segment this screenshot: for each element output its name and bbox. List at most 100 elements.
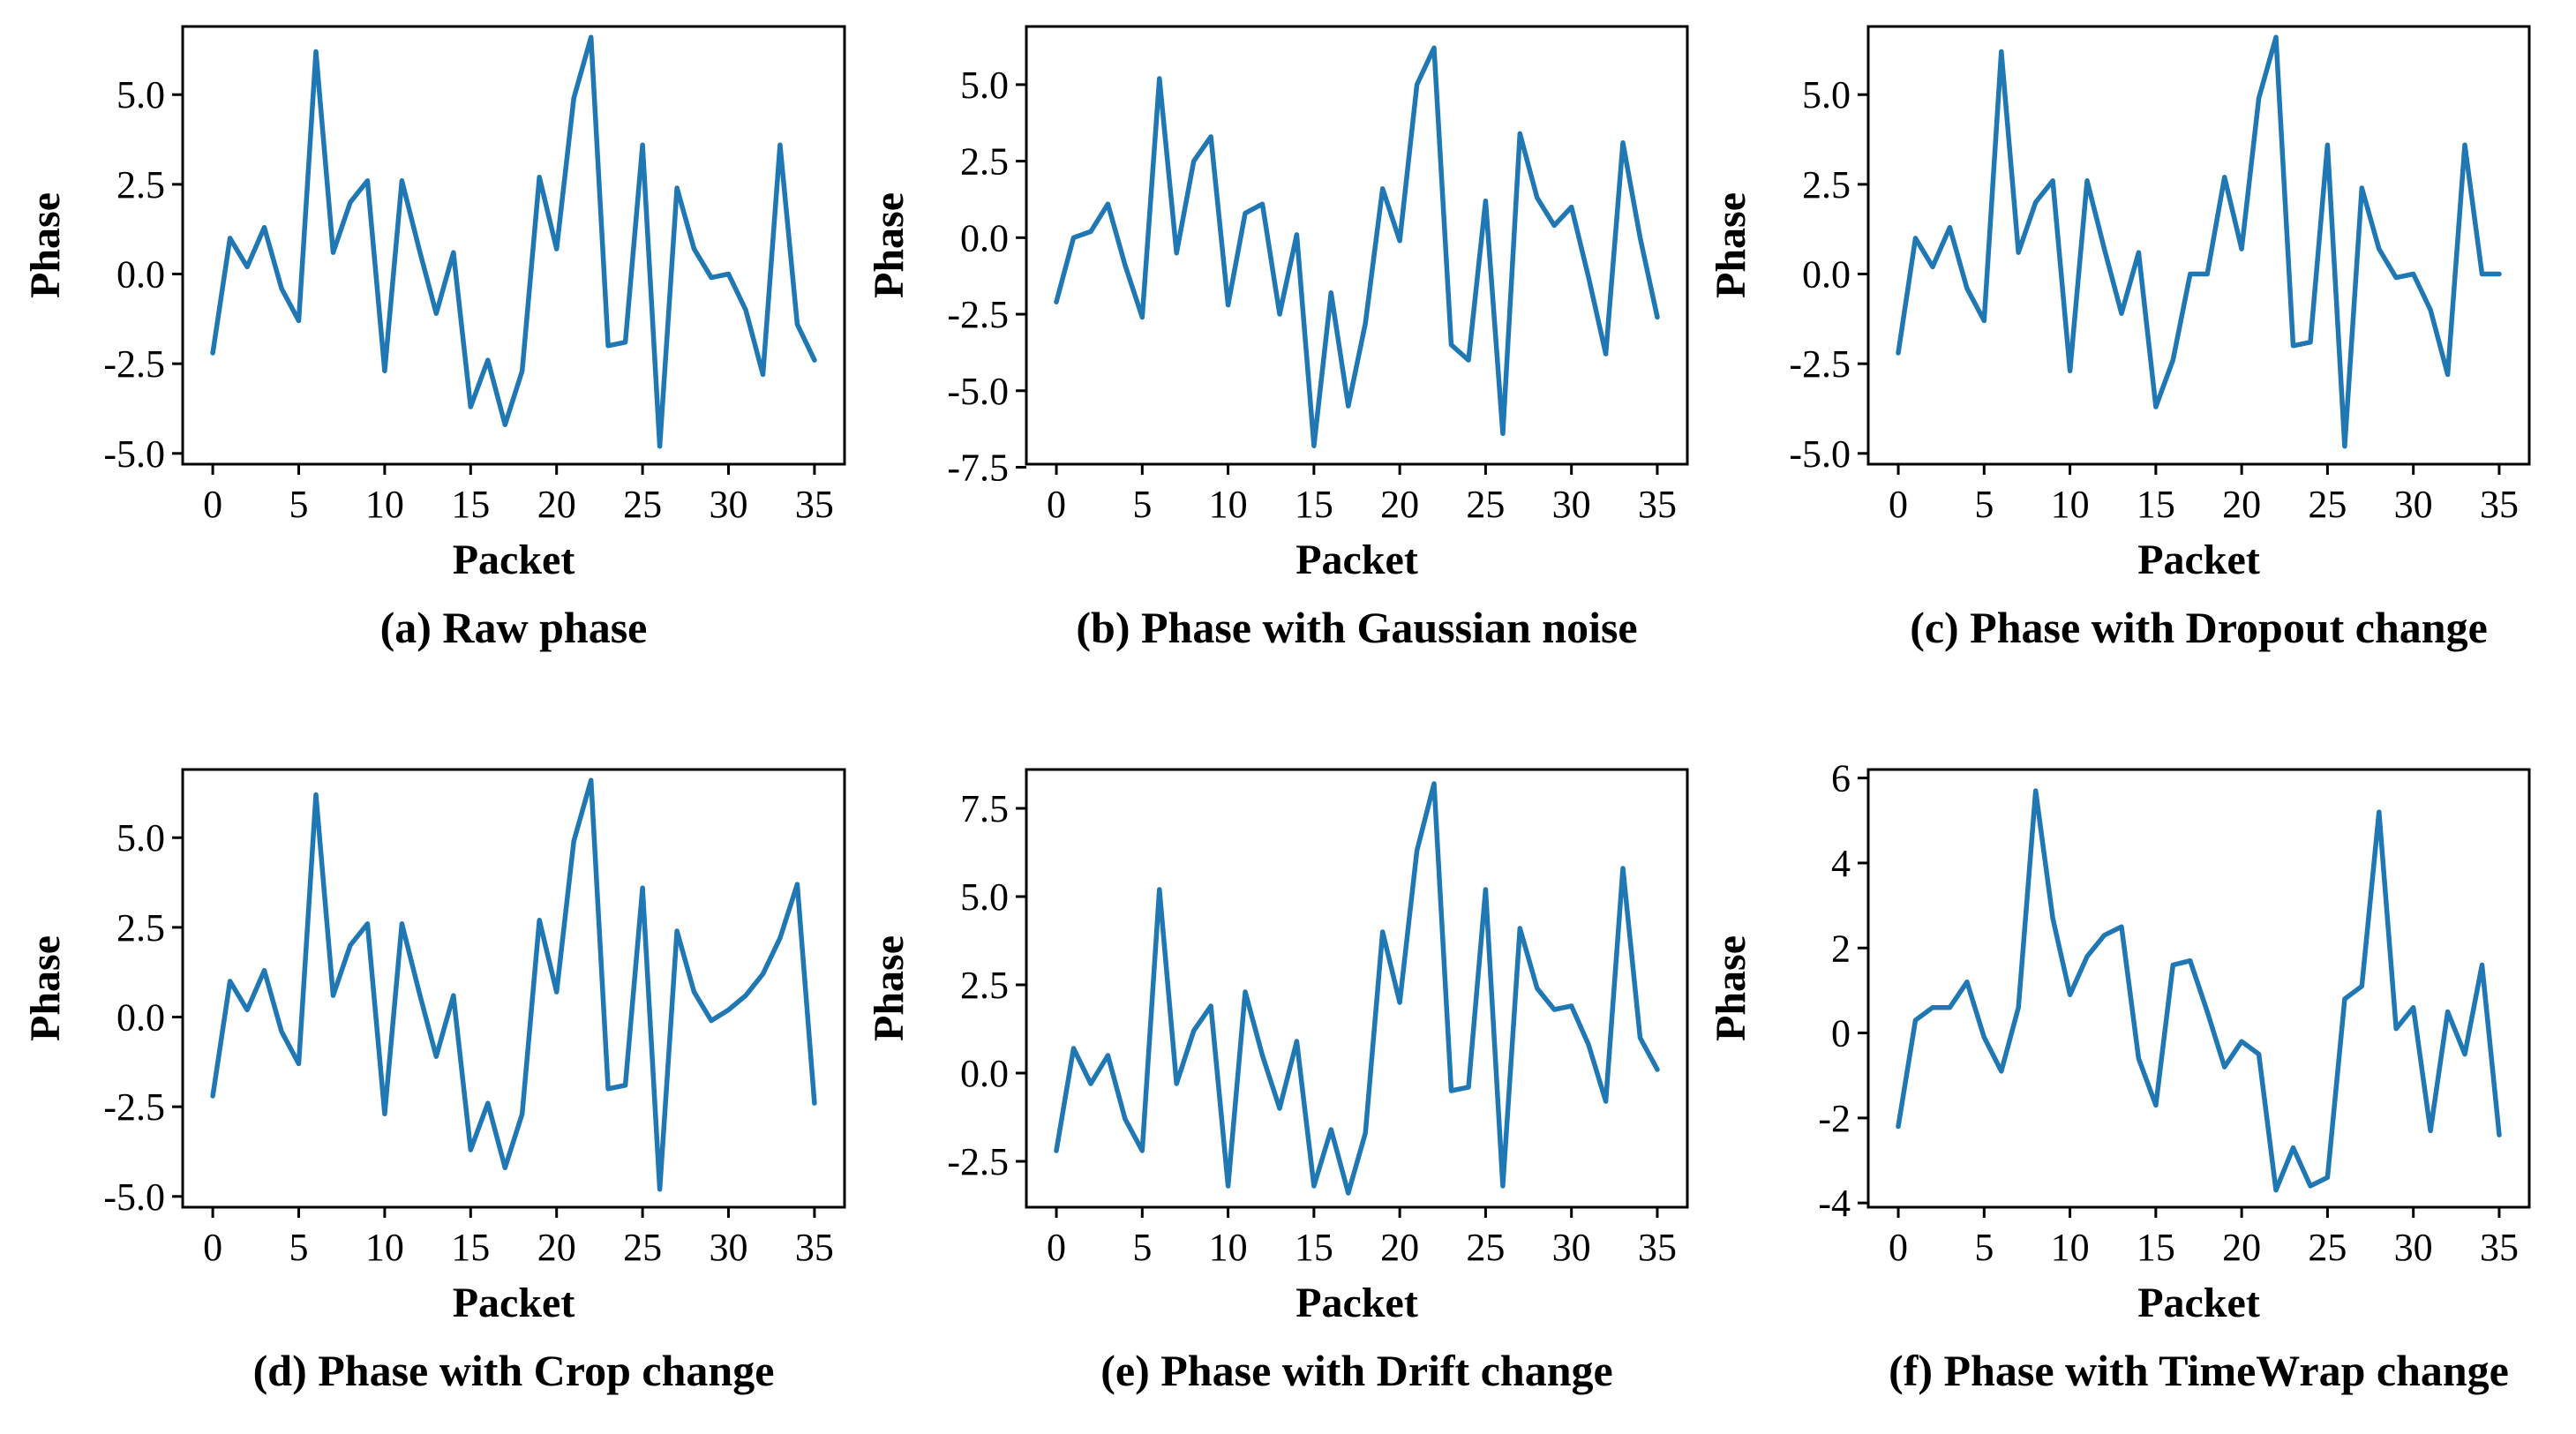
x-tick-label: 10 (365, 483, 404, 526)
x-tick-label: 10 (2051, 1226, 2090, 1269)
x-tick-label: 35 (2480, 483, 2519, 526)
plot-frame (1025, 768, 1689, 1209)
x-tick-label: 0 (203, 483, 222, 526)
chart-panel-0: 0 5 10 15 20 25 30 35 -5.0 -2.5 0.0 2.5 5.0 Packet Pha… (22, 25, 846, 652)
x-tick-label: 5 (1132, 483, 1152, 526)
x-tick-label: 30 (1552, 1226, 1591, 1269)
y-tick-label: 0.0 (116, 253, 165, 297)
x-tick-label: 35 (1638, 483, 1677, 526)
y-tick-label: 2.5 (116, 163, 165, 206)
plot-frame (181, 768, 846, 1209)
y-tick-label: -2.5 (947, 293, 1009, 336)
x-tick-label: 20 (2222, 1226, 2261, 1269)
x-tick-label: 25 (2308, 1226, 2347, 1269)
y-tick-label: 0.0 (116, 996, 165, 1040)
x-tick-label: 15 (451, 1226, 490, 1269)
x-tick-label: 15 (1295, 483, 1333, 526)
x-tick-label: 10 (365, 1226, 404, 1269)
series-line (210, 777, 817, 1192)
y-tick-label: 2.5 (116, 906, 165, 950)
y-tick-label: 5.0 (116, 73, 165, 116)
series-line (210, 34, 817, 449)
plot-frame (1866, 25, 2531, 466)
x-axis-label: Packet (1296, 537, 1418, 583)
x-tick-label: 0 (203, 1226, 222, 1269)
x-tick-label: 20 (2222, 483, 2261, 526)
x-tick-label: 15 (451, 483, 490, 526)
y-axis-label: Phase (866, 935, 912, 1041)
y-tick-label: 2 (1831, 927, 1851, 970)
chart-panel-5: 0 5 10 15 20 25 30 35 -4 -2 0 2 4 6 Packet Phase (f) Pha… (1708, 757, 2531, 1395)
x-tick-label: 0 (1047, 483, 1066, 526)
x-tick-label: 15 (1295, 1226, 1333, 1269)
y-tick-label: 5.0 (960, 64, 1009, 107)
y-axis-label: Phase (1708, 192, 1754, 298)
x-tick-label: 5 (1132, 1226, 1152, 1269)
x-tick-label: 20 (537, 483, 576, 526)
y-axis-label: Phase (22, 192, 69, 298)
chart-caption: (c) Phase with Dropout change (1910, 603, 2488, 652)
x-tick-label: 30 (1552, 483, 1591, 526)
y-tick-label: -7.5 (947, 446, 1009, 489)
y-tick-label: -4 (1818, 1182, 1851, 1225)
series-line (1896, 788, 2502, 1193)
x-tick-label: 25 (623, 483, 662, 526)
y-tick-label: -2 (1818, 1097, 1851, 1140)
chart-panel-3: 0 5 10 15 20 25 30 35 -5.0 -2.5 0.0 2.5 5.0 Packet Pha… (22, 768, 846, 1395)
x-tick-label: 35 (795, 483, 834, 526)
x-tick-label: 30 (2394, 483, 2433, 526)
series-line (1054, 781, 1660, 1196)
x-tick-label: 10 (1209, 483, 1248, 526)
chart-caption: (e) Phase with Drift change (1100, 1346, 1612, 1395)
x-tick-label: 35 (795, 1226, 834, 1269)
x-tick-label: 20 (1380, 483, 1419, 526)
y-tick-label: -2.5 (103, 1085, 165, 1129)
x-tick-label: 5 (289, 483, 308, 526)
chart-caption: (b) Phase with Gaussian noise (1076, 603, 1637, 652)
y-tick-label: -5.0 (1789, 432, 1851, 476)
x-tick-label: 0 (1889, 1226, 1908, 1269)
y-tick-label: 5.0 (1802, 73, 1851, 116)
y-tick-label: -2.5 (947, 1140, 1009, 1183)
x-tick-label: 25 (2308, 483, 2347, 526)
y-tick-label: -5.0 (947, 370, 1009, 413)
x-axis-label: Packet (1296, 1280, 1418, 1326)
x-axis-label: Packet (453, 537, 575, 583)
chart-panel-2: 0 5 10 15 20 25 30 35 -5.0 -2.5 0.0 2.5 5.0 Packet Pha… (1708, 25, 2531, 652)
series-line (1896, 34, 2502, 449)
y-tick-label: 7.5 (960, 787, 1009, 830)
x-axis-label: Packet (2137, 1280, 2260, 1326)
x-tick-label: 15 (2137, 483, 2175, 526)
y-tick-label: 6 (1831, 757, 1851, 800)
x-tick-label: 0 (1047, 1226, 1066, 1269)
x-tick-label: 35 (1638, 1226, 1677, 1269)
x-tick-label: 10 (1209, 1226, 1248, 1269)
x-tick-label: 25 (623, 1226, 662, 1269)
x-tick-label: 0 (1889, 483, 1908, 526)
x-tick-label: 35 (2480, 1226, 2519, 1269)
y-tick-label: 5.0 (960, 875, 1009, 919)
x-tick-label: 5 (1974, 483, 1994, 526)
y-tick-label: 5.0 (116, 816, 165, 860)
x-tick-label: 25 (1466, 483, 1505, 526)
chart-caption: (a) Raw phase (380, 603, 648, 652)
x-axis-label: Packet (453, 1280, 575, 1326)
x-tick-label: 20 (537, 1226, 576, 1269)
x-tick-label: 20 (1380, 1226, 1419, 1269)
x-tick-label: 30 (710, 1226, 748, 1269)
y-tick-label: 2.5 (960, 964, 1009, 1007)
plot-frame (1866, 768, 2531, 1209)
y-tick-label: -5.0 (103, 1175, 165, 1219)
y-tick-label: 4 (1831, 842, 1851, 885)
chart-caption: (d) Phase with Crop change (253, 1346, 775, 1395)
y-tick-label: 0.0 (1802, 253, 1851, 297)
chart-panel-4: 0 5 10 15 20 25 30 35 -2.5 0.0 2.5 5.0 7.5 Packet Phas… (866, 768, 1689, 1395)
y-tick-label: -2.5 (103, 342, 165, 386)
y-axis-label: Phase (866, 192, 912, 298)
x-tick-label: 15 (2137, 1226, 2175, 1269)
chart-caption: (f) Phase with TimeWrap change (1889, 1346, 2509, 1395)
chart-panel-1: 0 5 10 15 20 25 30 35 -7.5 -5.0 -2.5 0.0 2.5 5.0 Packe… (866, 25, 1689, 652)
x-tick-label: 30 (2394, 1226, 2433, 1269)
y-tick-label: -2.5 (1789, 342, 1851, 386)
